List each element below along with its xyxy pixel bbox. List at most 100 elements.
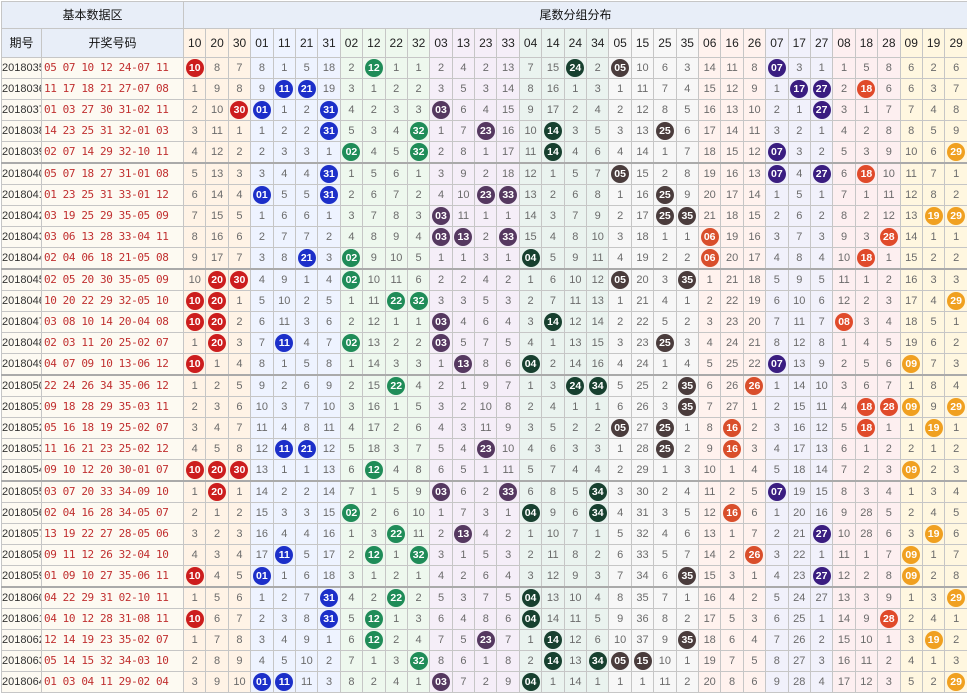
number-column-header: 31 — [318, 29, 340, 58]
hit-ball: 01 — [253, 101, 271, 119]
trend-cell: 9 — [766, 672, 788, 693]
trend-cell: 1 — [452, 248, 474, 270]
hit-ball: 25 — [656, 419, 674, 437]
trend-cell: 18 — [855, 79, 877, 100]
trend-cell: 7 — [295, 587, 317, 609]
trend-cell: 10 — [497, 439, 519, 460]
trend-cell: 1 — [878, 630, 900, 651]
trend-cell: 1 — [654, 354, 676, 376]
trend-cell: 11 — [295, 672, 317, 693]
trend-cell: 14 — [631, 142, 653, 164]
trend-cell: 08 — [833, 312, 855, 333]
trend-cell: 12 — [721, 79, 743, 100]
trend-cell: 1 — [407, 312, 429, 333]
trend-cell: 2 — [878, 439, 900, 460]
trend-cell: 2 — [452, 269, 474, 291]
trend-cell: 22 — [743, 354, 765, 376]
trend-cell: 3 — [945, 269, 967, 291]
trend-cell: 7 — [519, 58, 541, 79]
trend-cell: 4 — [766, 566, 788, 588]
trend-cell: 1 — [475, 206, 497, 227]
trend-cell: 4 — [228, 545, 250, 566]
hit-ball: 25 — [656, 122, 674, 140]
trend-cell: 19 — [743, 291, 765, 312]
trend-cell: 5 — [654, 545, 676, 566]
trend-cell: 10 — [743, 100, 765, 121]
hit-ball: 04 — [522, 504, 540, 522]
hit-ball: 20 — [208, 292, 226, 310]
trend-cell: 6 — [654, 58, 676, 79]
trend-cell: 3 — [184, 121, 206, 142]
hit-ball: 14 — [544, 652, 562, 670]
trend-cell: 7 — [228, 609, 250, 630]
trend-cell: 5 — [385, 142, 407, 164]
trend-cell: 15 — [699, 566, 721, 588]
trend-cell: 4 — [810, 248, 832, 270]
trend-cell: 9 — [743, 79, 765, 100]
trend-cell: 17 — [318, 545, 340, 566]
trend-cell: 1 — [766, 79, 788, 100]
draw-numbers: 01 03 04 11 29-02 04 — [42, 672, 184, 693]
trend-cell: 5 — [743, 481, 765, 503]
trend-cell: 21 — [295, 439, 317, 460]
trend-cell: 6 — [945, 524, 967, 545]
trend-cell: 14 — [743, 185, 765, 206]
trend-cell: 4 — [878, 312, 900, 333]
hit-ball: 20 — [208, 313, 226, 331]
trend-cell: 8 — [766, 651, 788, 672]
hit-ball: 31 — [320, 165, 338, 183]
hit-ball: 22 — [387, 292, 405, 310]
trend-cell: 5 — [475, 291, 497, 312]
hit-ball: 35 — [678, 207, 696, 225]
issue-number: 2018053 — [2, 439, 42, 460]
trend-cell: 2 — [676, 248, 698, 270]
trend-cell: 10 — [788, 291, 810, 312]
trend-cell: 3 — [385, 439, 407, 460]
trend-cell: 4 — [273, 524, 295, 545]
trend-cell: 4 — [273, 418, 295, 439]
trend-cell: 07 — [766, 354, 788, 376]
hit-ball: 07 — [768, 483, 786, 501]
trend-cell: 21 — [743, 333, 765, 354]
tail-group-header: 尾数分组分布 — [184, 2, 967, 29]
trend-cell: 11 — [743, 121, 765, 142]
hit-ball: 32 — [410, 122, 428, 140]
trend-cell: 15 — [363, 375, 385, 397]
trend-cell: 15 — [788, 397, 810, 418]
trend-cell: 6 — [833, 439, 855, 460]
trend-cell: 27 — [810, 566, 832, 588]
trend-cell: 6 — [407, 418, 429, 439]
trend-cell: 14 — [900, 227, 922, 248]
trend-cell: 8 — [721, 672, 743, 693]
trend-cell: 16 — [363, 397, 385, 418]
trend-cell: 7 — [184, 206, 206, 227]
trend-cell: 7 — [228, 58, 250, 79]
trend-cell: 3 — [407, 206, 429, 227]
trend-cell: 5 — [452, 460, 474, 482]
number-column-header: 24 — [564, 29, 586, 58]
trend-cell: 7 — [363, 206, 385, 227]
trend-cell: 04 — [519, 672, 541, 693]
trend-cell: 1 — [407, 566, 429, 588]
hit-ball: 13 — [454, 228, 472, 246]
trend-cell: 10 — [855, 630, 877, 651]
trend-cell: 2 — [676, 672, 698, 693]
hit-ball: 09 — [902, 355, 920, 373]
trend-cell: 5 — [766, 587, 788, 609]
hit-ball: 32 — [410, 143, 428, 161]
hit-ball: 23 — [477, 122, 495, 140]
trend-cell: 3 — [945, 354, 967, 376]
trend-cell: 16 — [810, 503, 832, 524]
trend-cell: 11 — [564, 291, 586, 312]
trend-cell: 5 — [228, 375, 250, 397]
hit-ball: 21 — [298, 249, 316, 267]
trend-cell: 7 — [452, 503, 474, 524]
trend-cell: 1 — [654, 460, 676, 482]
trend-cell: 26 — [631, 397, 653, 418]
trend-cell: 4 — [318, 269, 340, 291]
draw-numbers: 09 11 12 26 32-04 10 — [42, 545, 184, 566]
trend-cell: 8 — [251, 354, 273, 376]
